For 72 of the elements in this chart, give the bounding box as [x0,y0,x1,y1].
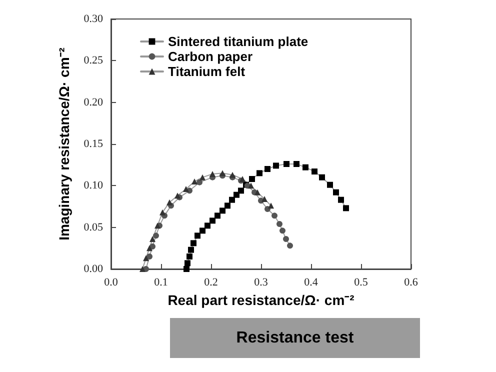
y-tick-label: 0.25 [84,54,104,67]
point [256,170,262,176]
point [276,221,282,227]
x-axis-title: Real part resistance/Ω· cm⁻² [168,292,355,308]
point [210,171,216,177]
point [268,202,274,209]
point [254,189,260,196]
point [272,212,278,219]
legend-label: Carbon paper [168,49,253,64]
point [204,222,210,229]
point [262,196,268,202]
point [190,240,196,246]
point [294,161,300,167]
point [192,178,198,184]
point [200,174,206,180]
point [153,232,159,239]
y-tick-label: 0.20 [84,96,104,108]
point [284,161,290,167]
point [338,196,344,203]
point [188,246,194,253]
point [184,260,190,266]
point [146,254,152,260]
y-axis-title: Imaginary resistance/Ω· cm⁻² [56,47,72,240]
point [327,182,333,188]
x-tick-label: 0.5 [354,276,368,288]
point [238,188,244,194]
x-tick-label: 0.3 [254,276,268,288]
x-tick-label: 0.1 [154,276,168,288]
point [229,196,235,203]
point [196,179,202,186]
y-tick-label: 0.00 [84,263,104,275]
point [166,199,172,206]
point [283,236,289,242]
x-tick-label: 0.4 [304,276,318,288]
point [234,192,240,198]
x-tick-label: 0.2 [204,276,218,288]
point [210,218,216,224]
point [143,255,149,262]
y-tick-label: 0.15 [84,138,104,150]
point [183,186,189,192]
y-tick-label: 0.30 [84,13,104,25]
y-tick-label: 0.10 [84,180,104,192]
point [264,166,270,172]
text: Resistance test [236,330,354,346]
x-tick-label: 0.0 [104,276,118,288]
point [140,266,146,272]
point [194,232,200,239]
point [230,172,236,178]
point [287,242,293,249]
point [249,176,255,182]
point [333,189,339,196]
point [186,254,192,260]
legend-label: Titanium felt [168,64,246,79]
point [343,205,349,212]
point [214,212,220,219]
point [184,266,190,272]
point [146,245,152,252]
point [280,228,286,234]
point [302,164,308,170]
point [224,202,230,209]
point [319,174,325,180]
y-tick-label: 0.05 [84,221,104,234]
legend-label: Sintered titanium plate [168,34,308,49]
point [273,162,279,169]
x-tick-label: 0.6 [404,276,418,288]
point [150,236,156,242]
point [220,208,226,214]
point [312,168,318,174]
point [200,228,206,234]
point [248,182,254,189]
point [220,170,226,176]
point [160,209,166,216]
